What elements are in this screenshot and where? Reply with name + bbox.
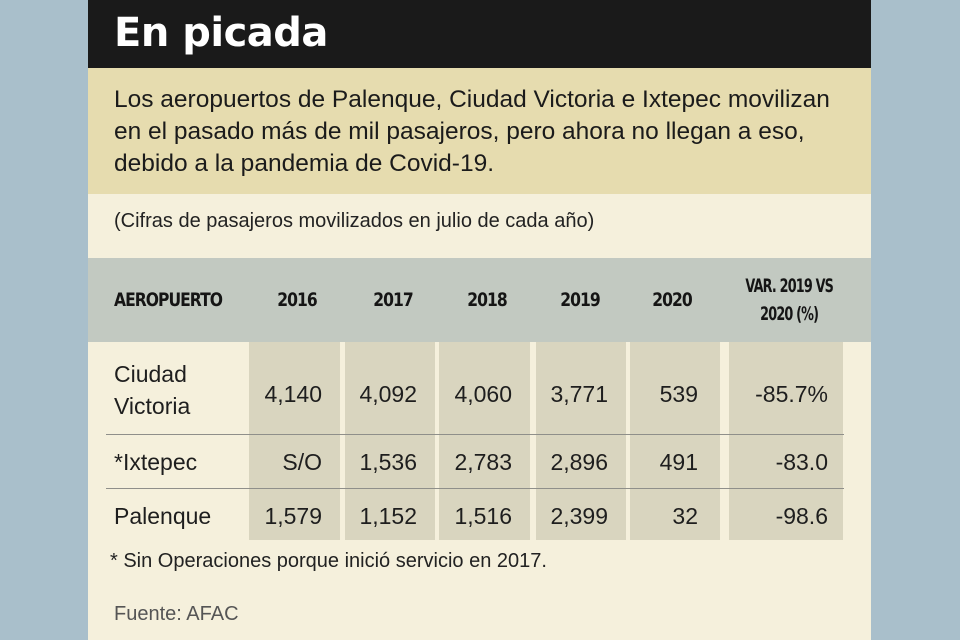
table-row-airport: Ciudad Victoria [114, 358, 190, 422]
table-cell: 1,579 [264, 502, 322, 529]
table-cell: 1,152 [359, 502, 417, 529]
table-note: (Cifras de pasajeros movilizados en juli… [114, 210, 595, 232]
table-cell: -83.0 [775, 448, 828, 475]
table-cell: S/O [282, 448, 322, 475]
table-cell: 3,771 [550, 380, 608, 407]
column-shade-2020 [630, 342, 720, 540]
title-bar: En picada [88, 0, 871, 68]
airport-name-line1: Ciudad [114, 361, 187, 387]
header-2017: 2017 [373, 289, 413, 311]
table-cell: 4,060 [454, 380, 512, 407]
page-title: En picada [114, 10, 328, 56]
column-shade-2017 [345, 342, 435, 540]
source-credit: Fuente: AFAC [114, 603, 239, 625]
infographic-card: En picada Los aeropuertos de Palenque, C… [88, 0, 871, 640]
column-shade-2016 [249, 342, 340, 540]
table-cell: 539 [659, 380, 698, 407]
header-variation-line1: VAR. 2019 VS [745, 275, 834, 297]
column-shade-variation [729, 342, 843, 540]
airport-name: Palenque [114, 503, 212, 529]
table-cell: 4,092 [359, 380, 417, 407]
header-2019: 2019 [560, 289, 600, 311]
header-airport: AEROPUERTO [114, 289, 223, 311]
table-cell: 32 [672, 502, 698, 529]
header-2018: 2018 [467, 289, 507, 311]
intro-panel: Los aeropuertos de Palenque, Ciudad Vict… [88, 68, 871, 194]
table-cell: 491 [659, 448, 698, 475]
table-row-airport: Palenque [114, 492, 211, 540]
table-cell: -85.7% [755, 380, 828, 407]
row-divider [106, 434, 844, 435]
table-cell: 2,783 [454, 448, 512, 475]
table-cell: 2,896 [550, 448, 608, 475]
header-variation: VAR. 2019 VS 2020 (%) [720, 258, 858, 342]
table-cell: 2,399 [550, 502, 608, 529]
row-divider [106, 488, 844, 489]
header-variation-line2: 2020 (%) [759, 303, 819, 325]
table-cell: 1,536 [359, 448, 417, 475]
table-cell: -98.6 [775, 502, 828, 529]
intro-text: Los aeropuertos de Palenque, Ciudad Vict… [114, 86, 830, 177]
airport-name-line2: Victoria [114, 393, 191, 419]
table-header: AEROPUERTO 2016 2017 2018 2019 2020 VAR.… [88, 258, 871, 342]
table-cell: 1,516 [454, 502, 512, 529]
footnote: * Sin Operaciones porque inició servicio… [110, 550, 547, 572]
airport-name: *Ixtepec [114, 449, 198, 475]
table-cell: 4,140 [264, 380, 322, 407]
header-2020: 2020 [652, 289, 692, 311]
column-shade-2019 [536, 342, 626, 540]
column-shade-2018 [439, 342, 530, 540]
header-2016: 2016 [277, 289, 317, 311]
table-row-airport: *Ixtepec [114, 438, 197, 486]
